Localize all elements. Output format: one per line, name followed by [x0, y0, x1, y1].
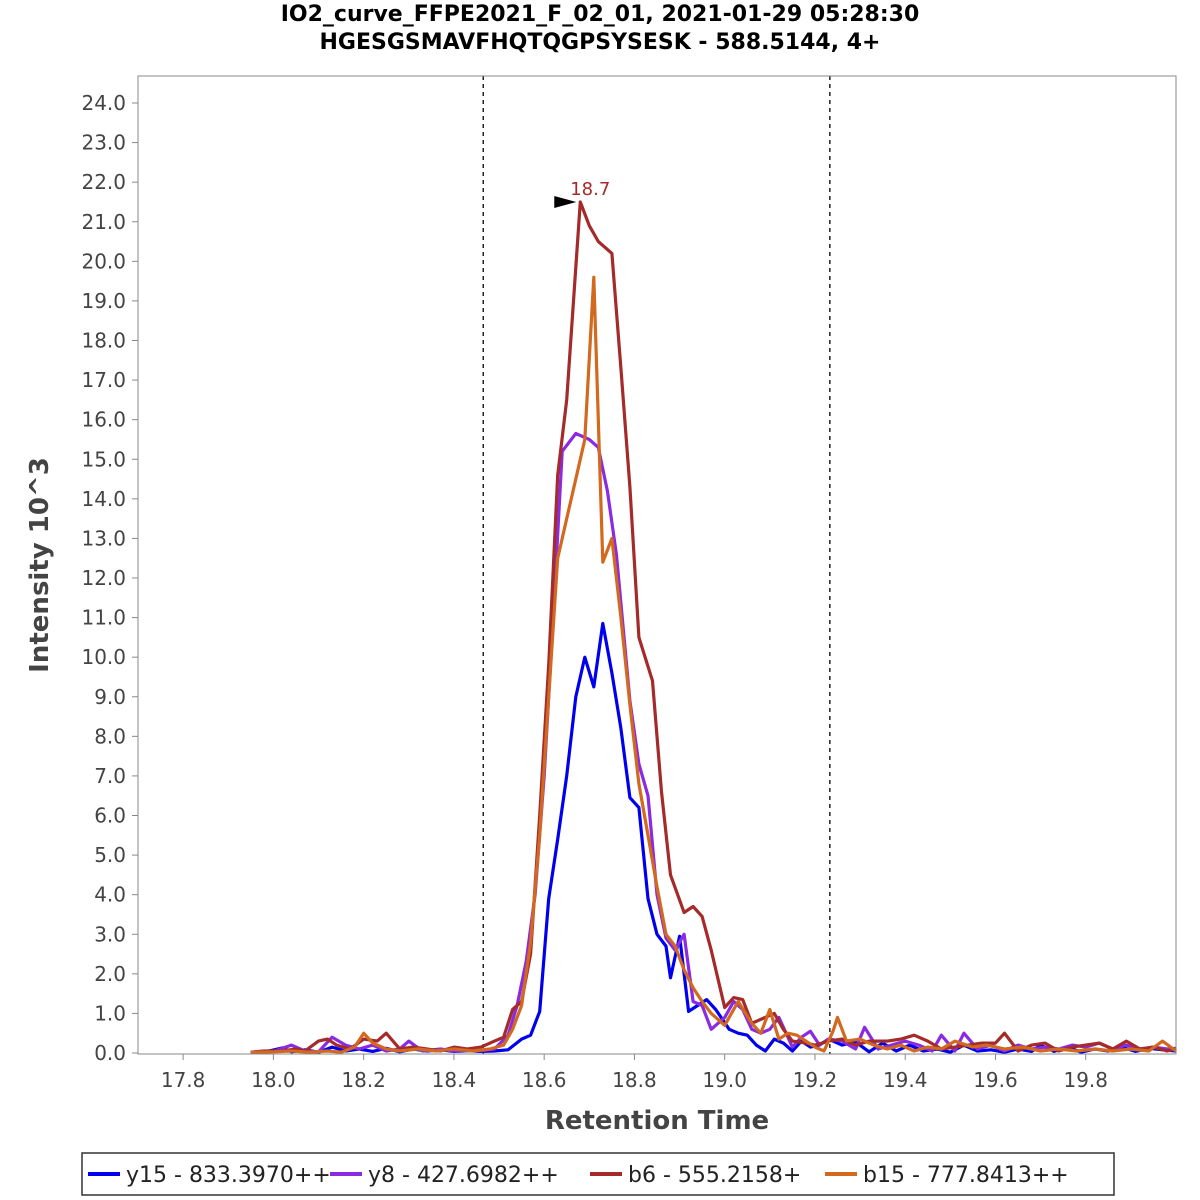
y-tick-label: 15.0	[81, 447, 126, 471]
y-tick-label: 9.0	[94, 685, 126, 709]
x-tick-label: 19.4	[883, 1068, 928, 1092]
x-tick-label: 17.8	[161, 1068, 206, 1092]
x-tick-label: 18.4	[432, 1068, 477, 1092]
y-tick-label: 3.0	[94, 922, 126, 946]
series-line-3	[250, 275, 1177, 1054]
legend-entry-3: b15 - 777.8413++	[863, 1163, 1069, 1188]
y-tick-label: 8.0	[94, 724, 126, 748]
peak-annotation-label: 18.7	[570, 179, 610, 200]
x-tick-label: 19.2	[793, 1068, 838, 1092]
series-line-0	[250, 621, 1177, 1054]
y-tick-label: 21.0	[81, 210, 126, 234]
y-tick-label: 14.0	[81, 487, 126, 511]
x-tick-label: 18.0	[251, 1068, 296, 1092]
legend: y15 - 833.3970++ y8 - 427.6982++ b6 - 555.…	[81, 1152, 1115, 1196]
y-tick-label: 0.0	[94, 1041, 126, 1065]
x-tick-label: 19.0	[702, 1068, 747, 1092]
y-tick-label: 5.0	[94, 843, 126, 867]
series-line-2	[250, 200, 1177, 1054]
y-tick-label: 24.0	[81, 91, 126, 115]
chart-title: IO2_curve_FFPE2021_F_02_01, 2021-01-29 0…	[280, 2, 920, 27]
y-tick-label: 11.0	[81, 606, 126, 630]
axis-ticks: 0.0 1.0 2.0 3.0 4.0 5.0 6.0 7.0 8.0 9.0 10.0 11.0 12…	[81, 91, 1108, 1092]
x-tick-label: 18.6	[522, 1068, 567, 1092]
y-tick-label: 17.0	[81, 368, 126, 392]
peak-annotation: 18.7	[554, 179, 610, 208]
x-tick-label: 18.8	[612, 1068, 657, 1092]
y-tick-label: 12.0	[81, 566, 126, 590]
legend-entry-0: y15 - 833.3970++	[126, 1163, 331, 1188]
y-axis-title: Intensity 10^3	[25, 457, 55, 673]
y-tick-label: 18.0	[81, 329, 126, 353]
y-tick-label: 22.0	[81, 170, 126, 194]
peak-boundaries	[482, 76, 831, 1054]
x-axis-title: Retention Time	[545, 1106, 769, 1136]
peak-arrow-icon	[554, 195, 577, 208]
y-tick-label: 23.0	[81, 131, 126, 155]
x-tick-label: 18.2	[341, 1068, 386, 1092]
chart-subtitle: HGESGSMAVFHQTQGPSYSESK - 588.5144, 4+	[319, 30, 881, 55]
x-tick-label: 19.8	[1063, 1068, 1108, 1092]
y-tick-label: 16.0	[81, 408, 126, 432]
y-tick-label: 10.0	[81, 645, 126, 669]
series-lines	[250, 200, 1177, 1054]
y-tick-label: 1.0	[94, 1001, 126, 1025]
plot-area-frame	[137, 75, 1177, 1055]
y-tick-label: 2.0	[94, 962, 126, 986]
y-tick-label: 20.0	[81, 249, 126, 273]
y-tick-label: 19.0	[81, 289, 126, 313]
y-tick-label: 13.0	[81, 526, 126, 550]
y-tick-label: 7.0	[94, 764, 126, 788]
legend-entry-1: y8 - 427.6982++	[368, 1163, 559, 1188]
y-tick-label: 4.0	[94, 883, 126, 907]
x-tick-label: 19.6	[973, 1068, 1018, 1092]
legend-entry-2: b6 - 555.2158+	[628, 1163, 801, 1188]
y-tick-label: 6.0	[94, 804, 126, 828]
